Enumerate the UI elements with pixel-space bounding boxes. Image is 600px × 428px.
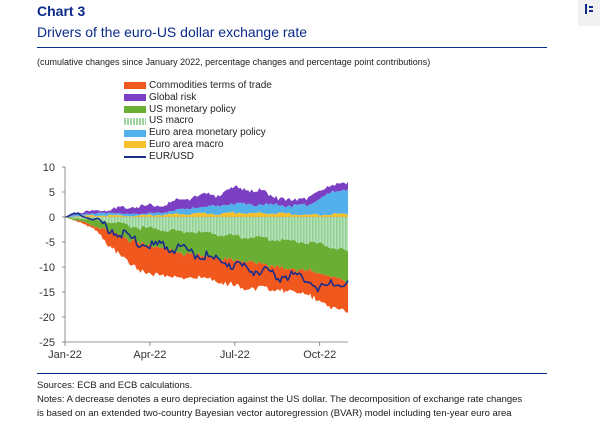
area-us-macro <box>65 217 348 251</box>
y-tick-label: -20 <box>39 312 55 324</box>
x-tick-label: Jul-22 <box>220 349 250 361</box>
legend-label: Global risk <box>149 91 197 103</box>
legend-swatch <box>124 105 146 113</box>
footer-rule <box>37 373 547 374</box>
notes-line: Notes: A decrease denotes a euro depreci… <box>37 394 523 405</box>
legend-item: US monetary policy <box>124 104 272 116</box>
chart-notes: Sources: ECB and ECB calculations. Notes… <box>37 379 557 421</box>
legend-label: Euro area macro <box>149 138 224 150</box>
legend-swatch <box>124 94 146 102</box>
legend-swatch <box>124 141 146 149</box>
legend-label: EUR/USD <box>149 150 195 162</box>
legend-item: US macro <box>124 115 272 127</box>
chart-subtitle: (cumulative changes since January 2022, … <box>37 57 431 67</box>
title-rule <box>37 47 547 48</box>
bookmark-icon <box>585 4 593 14</box>
y-tick-label: -15 <box>39 287 55 299</box>
y-tick-label: -25 <box>39 337 55 349</box>
area-global-risk <box>65 181 348 218</box>
legend-swatch <box>124 117 146 125</box>
y-tick-label: -10 <box>39 262 55 274</box>
legend-item: Euro area monetary policy <box>124 127 272 139</box>
notes-line: is based on an extended two-country Baye… <box>37 408 512 419</box>
chart-number: Chart 3 <box>37 3 86 19</box>
chart-title: Drivers of the euro-US dollar exchange r… <box>37 24 308 40</box>
area-euro-area-macro <box>65 211 348 218</box>
x-tick-label: Oct-22 <box>303 349 336 361</box>
sources-text: Sources: ECB and ECB calculations. <box>37 380 193 391</box>
y-tick-label: 0 <box>49 212 55 224</box>
y-tick-label: 10 <box>43 162 55 174</box>
y-tick-label: 5 <box>49 187 55 199</box>
legend-label: US macro <box>149 115 194 127</box>
eurusd-line <box>64 212 349 293</box>
legend-item: Global risk <box>124 92 272 104</box>
legend-swatch <box>124 82 146 90</box>
x-tick-label: Apr-22 <box>133 349 166 361</box>
legend-item: Commodities terms of trade <box>124 80 272 92</box>
legend-item: EUR/USD <box>124 151 272 163</box>
legend-label: Euro area monetary policy <box>149 127 266 139</box>
area-euro-area-monetary-policy <box>65 188 348 218</box>
chart-legend: Commodities terms of trade Global risk U… <box>124 80 272 163</box>
legend-swatch <box>124 155 146 158</box>
side-bookmark[interactable] <box>578 0 600 26</box>
y-tick-label: -5 <box>45 237 55 249</box>
legend-swatch <box>124 129 146 137</box>
legend-item: Euro area macro <box>124 139 272 151</box>
legend-label: Commodities terms of trade <box>149 80 272 91</box>
legend-label: US monetary policy <box>149 103 236 115</box>
x-tick-label: Jan-22 <box>48 349 82 361</box>
